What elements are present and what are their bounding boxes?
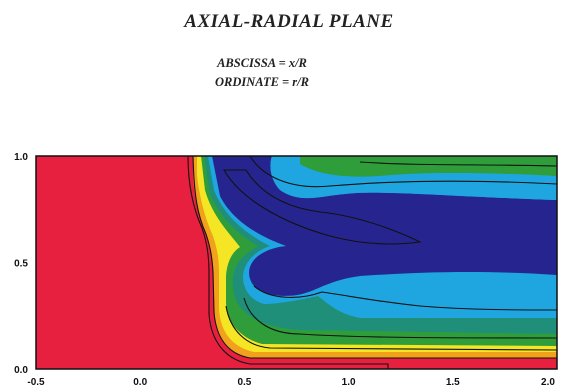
y-tick-label: 0.5 xyxy=(14,259,28,270)
subtitle-ordinate: ORDINATE = r/R xyxy=(215,75,309,89)
core-top-green xyxy=(300,156,557,177)
x-axis-ticks: -0.5 0.0 0.5 1.0 1.5 2.0 xyxy=(27,377,555,388)
x-tick-label: -0.5 xyxy=(27,377,45,388)
x-tick-label: 1.0 xyxy=(342,377,356,388)
contour-line-lower-b xyxy=(243,297,557,339)
x-tick-label: 1.5 xyxy=(446,377,460,388)
contour-line-red-edge xyxy=(192,156,557,359)
y-tick-label: 0.0 xyxy=(14,365,28,376)
core-dark-blue xyxy=(212,156,557,296)
subtitle-abscissa: ABSCISSA = x/R xyxy=(216,56,307,70)
x-tick-label: 0.0 xyxy=(133,377,147,388)
contour-line-upper xyxy=(249,156,557,188)
contour-line-lower-c xyxy=(225,305,557,351)
contour-line-dart xyxy=(223,169,422,245)
contour-line-lower-a xyxy=(253,285,557,311)
contour-line-outer xyxy=(187,156,389,369)
plot-frame xyxy=(35,155,558,370)
contour-line-top-right xyxy=(359,161,557,167)
y-axis-ticks: 0.0 0.5 1.0 xyxy=(14,152,28,376)
y-tick-label: 1.0 xyxy=(14,152,28,163)
x-tick-label: 2.0 xyxy=(541,377,555,388)
x-tick-label: 0.5 xyxy=(237,377,251,388)
plot-area xyxy=(36,156,557,369)
chart-title: AXIAL-RADIAL PLANE xyxy=(183,11,393,32)
